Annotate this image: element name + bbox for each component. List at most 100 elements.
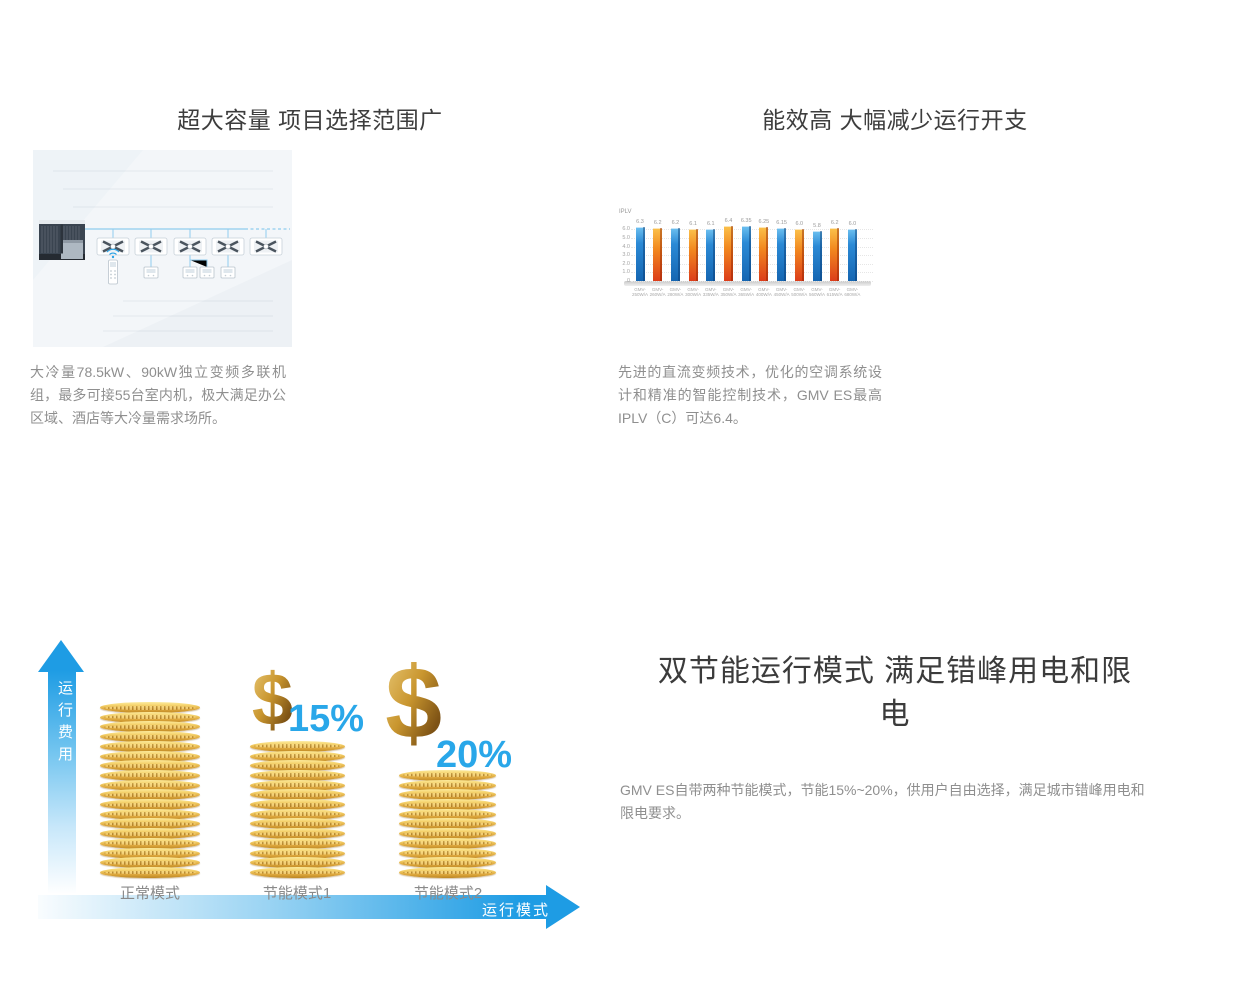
chart-bar [830,227,840,281]
chart-category-label: GMV- 335W/A [702,287,719,297]
coin [100,779,200,791]
svg-text:$: $ [385,648,442,758]
coin-ridges [253,744,342,749]
coin [100,789,200,801]
chart-bar [724,225,733,281]
coin-ridges [104,783,196,788]
chart-gridline [631,272,873,274]
coin-ridges [104,812,196,817]
coin [100,702,200,714]
coin [399,779,496,791]
coin-ridges [402,792,493,797]
coin [250,769,345,781]
y-axis-label: 运行费用 [56,680,73,768]
coin-ridges [104,831,196,836]
coin [100,750,200,762]
chart-tick-label: 0 [626,278,630,284]
chart-category-label: GMV- 280W/A [667,287,684,297]
chart-category-label: GMV- 400W/A [755,287,772,297]
coin [250,828,345,840]
chart-bar-value: 6.25 [758,219,770,226]
coin-ridges [104,744,196,749]
stack-label: 节能模式1 [262,885,332,902]
indoor-cassettes [96,237,283,256]
coin [250,760,345,772]
coin-ridges [402,773,493,778]
coin-stack [100,702,200,878]
chart-bar [812,231,822,281]
saving-percent: 15% [288,698,365,740]
watermark-texture [53,170,273,332]
saving-percent: 20% [436,734,513,776]
chart-gridline [631,255,873,257]
coin-ridges [253,860,342,865]
chart-category-label: GMV- 350W/A [720,287,737,297]
x-axis-label: 运行模式 [482,902,551,919]
coin-ridges [104,841,196,846]
coin-ridges [253,783,342,788]
coin-ridges [104,860,196,865]
coin-ridges [253,763,342,768]
drop-lines [112,229,267,267]
coin [399,847,496,859]
chart-tick-label: 4.0 [622,243,630,250]
indoor-cassette [96,237,130,256]
chart-tick-label: 5.0 [622,235,630,241]
coin [100,731,200,743]
capacity-description: 大冷量78.5kW、90kW独立变频多联机组，最多可接55台室内机，极大满足办公… [30,364,286,426]
chart-category-label: GMV- 560W/A [808,287,825,297]
chart-category-label: GMV- 365W/A [738,287,755,297]
coin [100,721,200,733]
capacity-title: 超大容量 项目选择范围广 [177,107,443,133]
chart-bar [759,227,769,281]
coin [399,789,496,801]
chart-bar-value: 6.3 [636,218,644,225]
chart-y-axis-label: IPLV [619,209,632,215]
chart-bar-value: 6.2 [830,219,839,226]
dual-mode-title: 双节能运行模式 满足错峰用电和限电 [657,655,1133,731]
x-axis-arrow-icon [546,885,580,929]
coin-ridges [104,822,196,826]
chart-baseline [624,281,871,286]
chart-bar-value: 6.2 [671,219,680,226]
wired-controller [143,266,159,279]
coin-ridges [402,812,493,817]
chart-bar [635,226,645,281]
coin [399,799,496,811]
coin [399,867,496,878]
coin [250,740,345,752]
coin [250,789,345,801]
chart-bar [794,229,804,281]
coin [100,769,200,781]
coin [250,808,345,820]
coin-ridges [104,773,196,778]
coin [100,808,200,820]
coin-ridges [104,851,196,856]
iplv-chart: IPLV 0 1.0 2.0 3.0 4.0 5.0 6.0 6.3 GMV- 250W/A 6.… [618,203,877,303]
coin-ridges [253,773,342,778]
coin [399,828,496,840]
coin-ridges [253,831,342,836]
chart-gridline [631,263,873,265]
watermark-shape [103,260,292,347]
chart-category-label: GMV- 250W/A [631,287,648,297]
cost-mode-illustration: 运行费用 运行模式 正常模式 节能模式1 $15% 节能模式2 $20% [30,632,590,962]
chart-tick-label: 6.0 [622,226,630,233]
indoor-cassette [173,237,207,256]
coin-stack [399,769,496,878]
coin-ridges [253,822,342,826]
wired-controller [220,266,236,279]
coin-stack [250,740,345,878]
chart-category-label: GMV- 615W/A [826,287,843,297]
coin [100,799,200,811]
chart-category-label: GMV- 300W/A [685,287,702,297]
coin-ridges [104,724,196,729]
dollar-icon: $ [252,660,293,740]
coin-ridges [253,812,342,817]
chart-gridline [631,238,873,239]
coin [100,828,200,840]
coin-ridges [104,763,196,768]
coin-ridges [104,802,196,807]
coin [100,857,200,869]
